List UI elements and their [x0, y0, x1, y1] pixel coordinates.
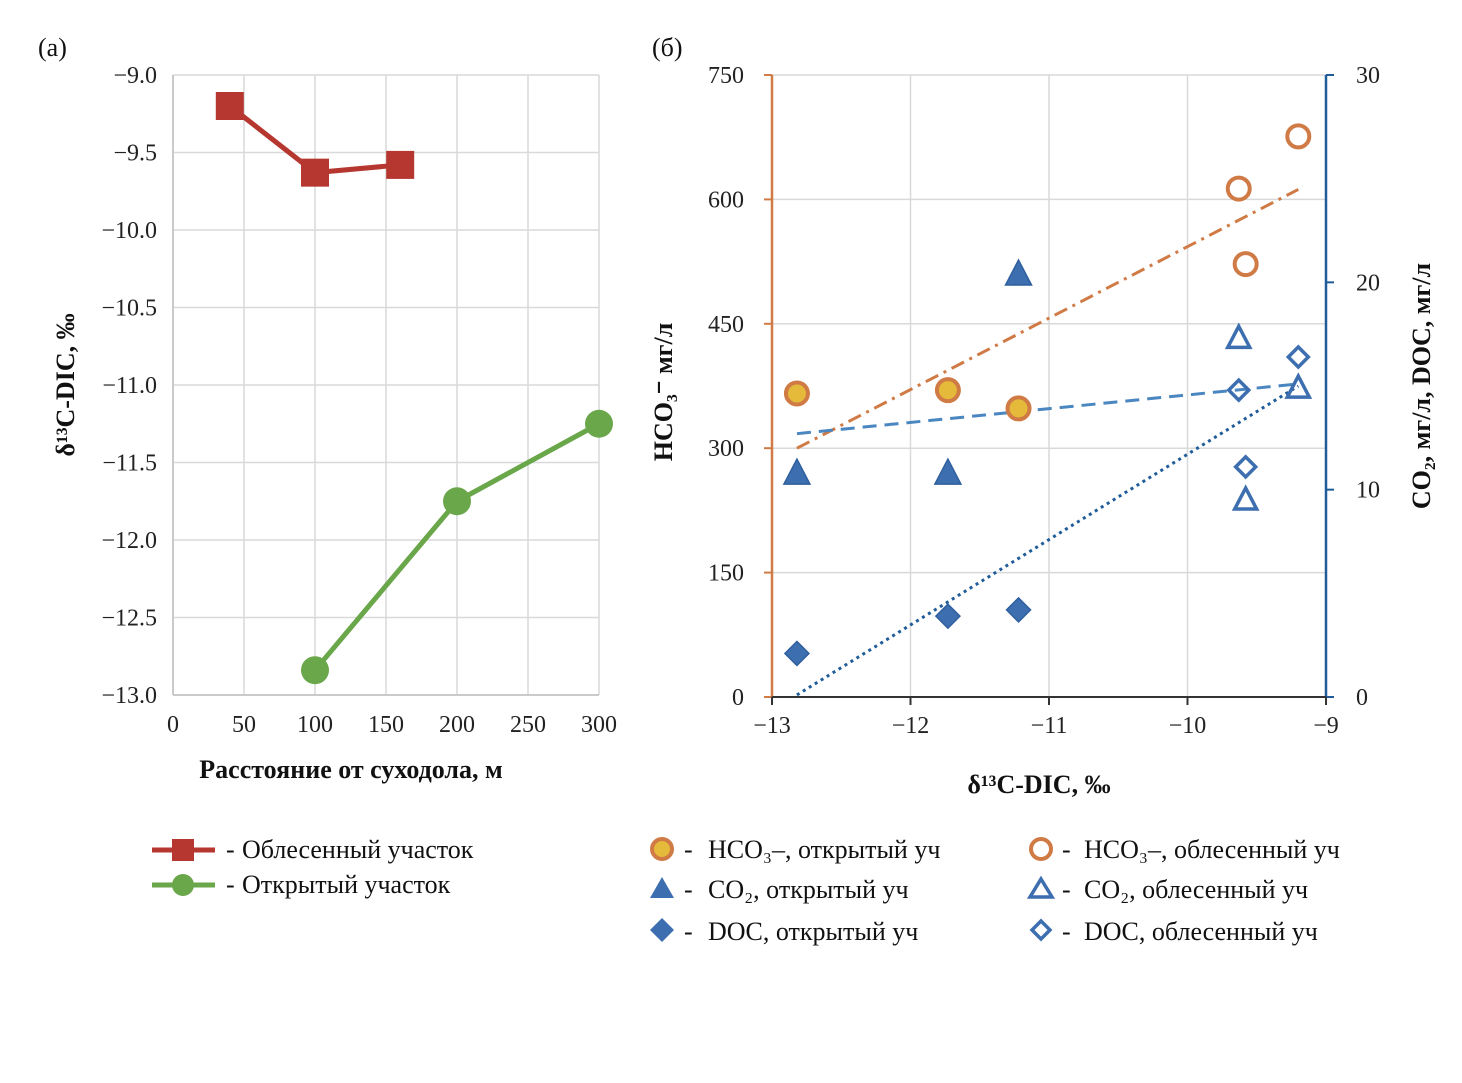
panel-b-point-co2-forest	[1284, 372, 1313, 399]
svg-text:-: -	[684, 835, 693, 864]
legend-hco3-forest-label: HCO₃–, облесенный уч	[1084, 835, 1340, 864]
panel-b-left-tick-label: 750	[708, 63, 744, 89]
panel-a-xtick-label: 250	[510, 712, 546, 738]
panel-b-trendline	[796, 384, 1300, 697]
panel-b-xtick-label: −11	[1031, 713, 1068, 739]
panel-b-point-co2-open	[1004, 258, 1033, 286]
panel-b-point-doc-forest	[1233, 454, 1259, 480]
legend-forested-label: Облесенный участок	[242, 835, 474, 864]
legend-co2-open-label: CO₂, открытый уч	[708, 875, 909, 904]
panel-a-point-circle	[443, 487, 471, 516]
panel-a-point-circle	[301, 656, 329, 685]
legend-hco3-open-marker	[650, 837, 674, 861]
panel-b-xtick-label: −13	[753, 713, 791, 739]
panel-b-label: (б)	[652, 33, 683, 62]
panel-a-xtick-label: 50	[232, 712, 256, 738]
panel-a-ytick-label: −11.5	[102, 451, 157, 477]
panel-b-left-tick-label: 0	[732, 685, 744, 711]
panel-b-point-hco3-open	[783, 380, 810, 407]
panel-b-chart: 0 150 300 450 600 750 0 10 20 30 −13 −12 −11 −10 −9 δ¹³…	[649, 63, 1436, 799]
panel-b-right-tick-label: 20	[1356, 270, 1380, 296]
panel-b-point-co2-forest	[1224, 322, 1253, 350]
svg-text:-: -	[684, 875, 693, 904]
panel-a-ytick-label: −10.0	[101, 218, 157, 244]
panel-b-left-tick-label: 450	[708, 312, 744, 338]
svg-text:-: -	[1062, 835, 1071, 864]
panel-b-point-co2-open	[933, 457, 963, 485]
panel-a-point-square	[386, 150, 415, 179]
panel-b-point-doc-open	[783, 640, 810, 667]
legend-co2-forest-label: CO₂, облесенный уч	[1084, 875, 1308, 904]
panel-b-point-hco3-forest	[1225, 175, 1252, 202]
panel-a-xtick-label: 0	[167, 712, 179, 738]
panel-a-ytick-label: −11.0	[102, 373, 157, 399]
panel-a-xtick-label: 150	[368, 712, 404, 738]
panel-a-point-circle	[585, 409, 613, 438]
panel-a-ytick-label: −9.0	[113, 63, 157, 89]
panel-a-ytick-label: −13.0	[101, 683, 157, 709]
panel-b-point-doc-open	[1005, 596, 1032, 623]
panel-b-left-axis-label: HCO₃⁻ мг/л	[649, 323, 678, 462]
panel-b-left-tick-label: 600	[708, 187, 744, 213]
panel-b-legend: - HCO₃–, открытый уч - CO₂, открытый уч …	[650, 835, 1340, 946]
legend-hco3-open-label: HCO₃–, открытый уч	[708, 835, 940, 864]
panel-b-right-axis-label: CO₂, мг/л, DOC, мг/л	[1407, 263, 1436, 509]
panel-a-y-axis-label: δ¹³C-DIC, ‰	[51, 313, 80, 456]
legend-forested-marker	[172, 839, 194, 861]
legend-hco3-forest-marker	[1029, 837, 1053, 861]
panel-b-left-tick-label: 300	[708, 436, 744, 462]
panel-a-point-square	[215, 92, 244, 120]
svg-text:-: -	[1062, 917, 1071, 946]
panel-a-xtick-label: 300	[581, 712, 617, 738]
panel-b-x-axis-label: δ¹³C-DIC, ‰	[967, 770, 1110, 799]
panel-b-right-tick-label: 10	[1356, 478, 1380, 504]
panel-a-ytick-label: −10.5	[101, 296, 157, 322]
panel-b-point-hco3-forest	[1232, 251, 1259, 278]
panel-b-xtick-label: −12	[892, 713, 930, 739]
panel-b-point-co2-forest	[1231, 484, 1260, 511]
panel-a-x-axis-label: Расстояние от суходола, м	[199, 755, 502, 784]
panel-a-ytick-label: −12.5	[101, 606, 157, 632]
panel-b-point-hco3-open	[1005, 395, 1032, 422]
panel-a-xtick-label: 200	[439, 712, 475, 738]
panel-b-xtick-label: −10	[1169, 713, 1207, 739]
panel-a-label: (а)	[38, 33, 67, 62]
panel-a-chart: −9.0 −9.5 −10.0 −10.5 −11.0 −11.5 −12.0 −12.5 −1…	[51, 63, 617, 784]
panel-b-point-co2-open	[782, 457, 812, 485]
legend-doc-open-label: DOC, открытый уч	[708, 917, 918, 946]
panel-b-xtick-label: −9	[1313, 713, 1339, 739]
panel-b-point-doc-open	[934, 603, 961, 630]
legend-doc-forest-marker	[1029, 918, 1053, 942]
panel-b-trendline	[796, 382, 1299, 436]
panel-b-point-doc-forest	[1226, 377, 1252, 403]
panel-b-point-doc-forest	[1285, 344, 1311, 370]
legend-co2-open-marker	[650, 877, 674, 898]
panel-b-point-hco3-open	[934, 377, 961, 404]
panel-b-point-hco3-forest	[1285, 123, 1312, 150]
svg-text:-: -	[226, 835, 235, 864]
legend-doc-open-marker	[650, 918, 674, 942]
panel-a-xtick-label: 100	[297, 712, 333, 738]
svg-text:-: -	[1062, 875, 1071, 904]
legend-co2-forest-marker	[1026, 875, 1056, 899]
svg-text:-: -	[684, 917, 693, 946]
panel-a-point-square	[301, 158, 329, 187]
legend-open-marker	[172, 874, 194, 896]
panel-b-right-tick-label: 30	[1356, 63, 1380, 89]
panel-a-ytick-label: −9.5	[113, 141, 157, 167]
panel-a-ytick-label: −12.0	[101, 528, 157, 554]
svg-text:-: -	[226, 870, 235, 899]
panel-b-right-tick-label: 0	[1356, 685, 1368, 711]
legend-open-label: Открытый участок	[242, 870, 451, 899]
panel-a-legend: - Облесенный участок - Открытый участок	[152, 835, 474, 899]
legend-doc-forest-label: DOC, облесенный уч	[1084, 917, 1318, 946]
panel-b-left-tick-label: 150	[708, 561, 744, 587]
panel-b-trendline	[796, 188, 1299, 450]
